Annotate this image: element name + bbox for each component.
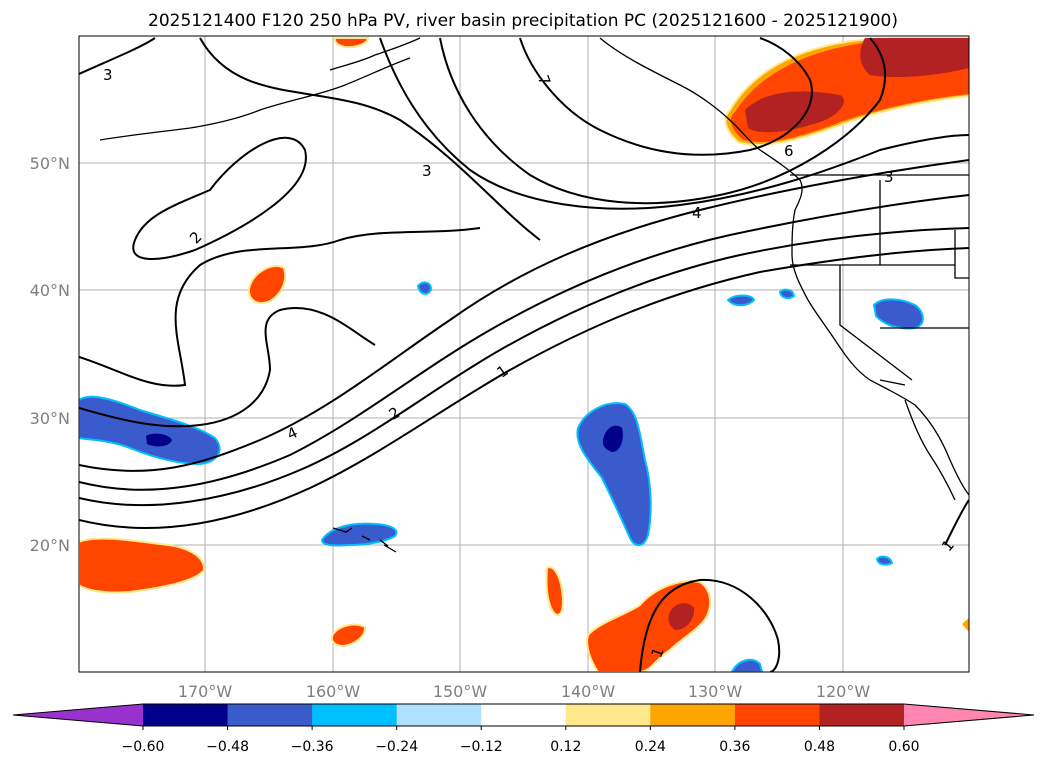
pv-contour-1-south bbox=[639, 578, 781, 672]
contour-label: 3 bbox=[103, 66, 113, 84]
aleutian-islands bbox=[99, 57, 411, 141]
colorbar-bin bbox=[481, 704, 567, 726]
figure-title: 2025121400 F120 250 hPa PV, river basin … bbox=[148, 11, 898, 31]
pv-contour-2-jet bbox=[79, 227, 969, 507]
precip-region-south-small bbox=[545, 566, 564, 617]
neg-region-small-3 bbox=[778, 288, 796, 300]
neg-region-west-peak bbox=[146, 433, 172, 447]
us-mexico-border bbox=[879, 379, 906, 386]
hawaiian-islands bbox=[332, 527, 397, 553]
colorbar-bin bbox=[143, 704, 229, 726]
precip-region-edge bbox=[962, 618, 969, 632]
colorbar-bin bbox=[396, 704, 482, 726]
pv-contour-3-north bbox=[199, 37, 541, 241]
precip-region-northeast-peak-2 bbox=[860, 38, 969, 78]
colorbar-bins bbox=[13, 704, 1034, 726]
colorbar: −0.60 −0.48 −0.36 −0.24 −0.12 0.12 0.24 0.36 0.4… bbox=[12, 703, 1035, 755]
pv-contour-4-jet bbox=[79, 159, 969, 472]
west-coast-north-america bbox=[759, 149, 969, 496]
longitude-labels: 170°W 160°W 150°W 140°W 130°W 120°W bbox=[178, 682, 871, 701]
alaska-panhandle bbox=[599, 37, 761, 151]
pv-contours bbox=[79, 37, 969, 672]
lat-label: 30°N bbox=[30, 409, 70, 428]
pv-contour-7 bbox=[519, 37, 813, 156]
map-background bbox=[79, 36, 969, 672]
lon-label: 170°W bbox=[178, 682, 233, 701]
lon-label: 130°W bbox=[688, 682, 743, 701]
neg-region-small-2 bbox=[726, 294, 756, 307]
map-panel: 3 7 3 2 6 3 4 1 2 4 1 1 bbox=[78, 35, 970, 673]
contour-label: 6 bbox=[784, 142, 794, 160]
latitude-labels: 50°N 40°N 30°N 20°N bbox=[30, 154, 70, 555]
neg-region-west bbox=[79, 395, 221, 466]
colorbar-tick-label: 0.36 bbox=[719, 739, 750, 755]
lat-label: 40°N bbox=[30, 281, 70, 300]
precip-region-northeast-peak bbox=[745, 91, 844, 133]
pv-contour-3-mid bbox=[79, 227, 481, 387]
pv-contour-3-nw bbox=[79, 37, 156, 75]
neg-region-small-4 bbox=[875, 555, 894, 566]
precip-region-south-peak bbox=[668, 603, 695, 630]
neg-region-central-peak bbox=[602, 425, 623, 452]
neg-region-bottom bbox=[730, 658, 764, 672]
lat-label: 20°N bbox=[30, 536, 70, 555]
precip-region-mid-pacific bbox=[248, 265, 287, 304]
lon-label: 140°W bbox=[561, 682, 616, 701]
precip-region-southwest bbox=[79, 537, 206, 594]
colorbar-tick-label: 0.48 bbox=[804, 739, 835, 755]
neg-region-small-1 bbox=[416, 281, 433, 295]
contour-label: 3 bbox=[884, 168, 894, 186]
pv-contour-1-east bbox=[944, 499, 969, 546]
lon-label: 120°W bbox=[816, 682, 871, 701]
pv-contour-6 bbox=[439, 37, 887, 205]
pv-contour-1-jet bbox=[79, 247, 969, 529]
pv-contour-2-closed bbox=[132, 136, 307, 260]
colorbar-bin bbox=[565, 704, 651, 726]
state-border-east bbox=[954, 230, 969, 279]
colorbar-bin bbox=[734, 704, 820, 726]
colorbar-bin bbox=[227, 704, 313, 726]
contour-label: 4 bbox=[692, 204, 702, 222]
colorbar-tick-label: 0.12 bbox=[550, 739, 581, 755]
colorbar-tick-label: 0.24 bbox=[635, 739, 666, 755]
precip-region-top bbox=[333, 37, 370, 49]
map-frame bbox=[78, 35, 970, 673]
colorbar-bin bbox=[650, 704, 736, 726]
lat-label: 50°N bbox=[30, 154, 70, 173]
precip-region-south-west-small bbox=[330, 623, 367, 648]
colorbar-bin bbox=[904, 704, 1034, 726]
lon-label: 150°W bbox=[433, 682, 488, 701]
contour-label: 3 bbox=[422, 162, 432, 180]
coastlines bbox=[99, 37, 969, 553]
california-nevada-border bbox=[839, 265, 913, 381]
neg-region-central bbox=[576, 402, 652, 547]
colorbar-tick-label: 0.60 bbox=[888, 739, 919, 755]
colorbar-ticks: −0.60 −0.48 −0.36 −0.24 −0.12 0.12 0.24 0.36 0.4… bbox=[122, 726, 920, 755]
colorbar-tick-label: −0.60 bbox=[122, 739, 165, 755]
colorbar-bin bbox=[819, 704, 905, 726]
pv-contour-5 bbox=[379, 37, 969, 210]
colorbar-tick-label: −0.24 bbox=[375, 739, 418, 755]
pv-contour-3-jet bbox=[79, 194, 969, 491]
neg-region-hawaii bbox=[320, 522, 398, 547]
alaska-peninsula bbox=[329, 37, 421, 71]
colorbar-tick-label: −0.36 bbox=[291, 739, 334, 755]
colorbar-bin bbox=[13, 704, 143, 726]
neg-region-great-basin bbox=[872, 298, 924, 330]
baja-california bbox=[904, 399, 956, 501]
negative-precip-regions bbox=[79, 281, 924, 672]
pv-contour-4-loop bbox=[79, 307, 376, 428]
colorbar-tick-label: −0.12 bbox=[460, 739, 503, 755]
colorbar-bin bbox=[312, 704, 398, 726]
lon-label: 160°W bbox=[306, 682, 361, 701]
colorbar-tick-label: −0.48 bbox=[206, 739, 249, 755]
